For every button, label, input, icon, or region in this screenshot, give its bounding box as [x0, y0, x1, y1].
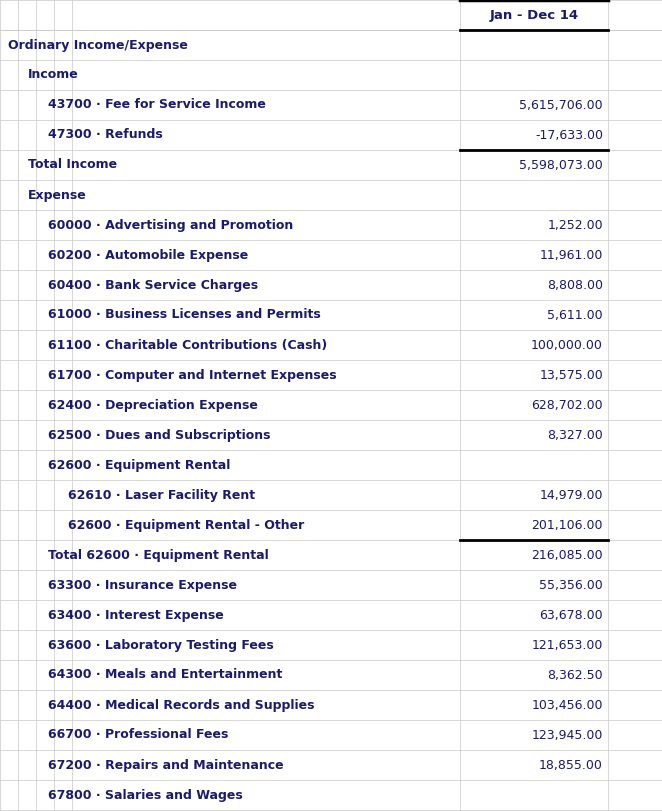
Text: Total Income: Total Income — [28, 158, 117, 171]
Text: 63600 · Laboratory Testing Fees: 63600 · Laboratory Testing Fees — [48, 638, 274, 651]
Text: 60200 · Automobile Expense: 60200 · Automobile Expense — [48, 248, 248, 261]
Text: Total 62600 · Equipment Rental: Total 62600 · Equipment Rental — [48, 548, 269, 561]
Text: Income: Income — [28, 68, 79, 81]
Text: 67200 · Repairs and Maintenance: 67200 · Repairs and Maintenance — [48, 758, 283, 771]
Text: 63400 · Interest Expense: 63400 · Interest Expense — [48, 608, 224, 621]
Text: 5,598,073.00: 5,598,073.00 — [519, 158, 603, 171]
Text: 121,653.00: 121,653.00 — [532, 638, 603, 651]
Text: Expense: Expense — [28, 188, 87, 201]
Text: 14,979.00: 14,979.00 — [540, 488, 603, 501]
Text: Jan - Dec 14: Jan - Dec 14 — [489, 8, 579, 22]
Text: 62610 · Laser Facility Rent: 62610 · Laser Facility Rent — [68, 488, 255, 501]
Text: 123,945.00: 123,945.00 — [532, 728, 603, 741]
Text: 47300 · Refunds: 47300 · Refunds — [48, 128, 163, 141]
Text: 8,327.00: 8,327.00 — [547, 428, 603, 441]
Text: 5,615,706.00: 5,615,706.00 — [520, 98, 603, 111]
Text: 100,000.00: 100,000.00 — [531, 338, 603, 351]
Text: 64300 · Meals and Entertainment: 64300 · Meals and Entertainment — [48, 668, 283, 681]
Text: 11,961.00: 11,961.00 — [540, 248, 603, 261]
Text: 64400 · Medical Records and Supplies: 64400 · Medical Records and Supplies — [48, 698, 314, 711]
Text: 61000 · Business Licenses and Permits: 61000 · Business Licenses and Permits — [48, 308, 321, 321]
Text: 60000 · Advertising and Promotion: 60000 · Advertising and Promotion — [48, 218, 293, 231]
Text: 62500 · Dues and Subscriptions: 62500 · Dues and Subscriptions — [48, 428, 271, 441]
Text: 67800 · Salaries and Wages: 67800 · Salaries and Wages — [48, 788, 243, 801]
Text: 628,702.00: 628,702.00 — [532, 398, 603, 411]
Text: 62400 · Depreciation Expense: 62400 · Depreciation Expense — [48, 398, 258, 411]
Text: 8,362.50: 8,362.50 — [547, 668, 603, 681]
Text: 62600 · Equipment Rental: 62600 · Equipment Rental — [48, 458, 230, 471]
Text: -17,633.00: -17,633.00 — [535, 128, 603, 141]
Text: 61700 · Computer and Internet Expenses: 61700 · Computer and Internet Expenses — [48, 368, 336, 381]
Text: 1,252.00: 1,252.00 — [547, 218, 603, 231]
Text: 13,575.00: 13,575.00 — [540, 368, 603, 381]
Text: 63300 · Insurance Expense: 63300 · Insurance Expense — [48, 578, 237, 591]
Text: 201,106.00: 201,106.00 — [532, 518, 603, 531]
Text: 18,855.00: 18,855.00 — [539, 758, 603, 771]
Text: 216,085.00: 216,085.00 — [532, 548, 603, 561]
Text: 60400 · Bank Service Charges: 60400 · Bank Service Charges — [48, 278, 258, 291]
Text: 63,678.00: 63,678.00 — [540, 608, 603, 621]
Text: 8,808.00: 8,808.00 — [547, 278, 603, 291]
Text: 43700 · Fee for Service Income: 43700 · Fee for Service Income — [48, 98, 266, 111]
Text: 62600 · Equipment Rental - Other: 62600 · Equipment Rental - Other — [68, 518, 305, 531]
Text: 55,356.00: 55,356.00 — [540, 578, 603, 591]
Text: Ordinary Income/Expense: Ordinary Income/Expense — [8, 38, 188, 52]
Text: 5,611.00: 5,611.00 — [547, 308, 603, 321]
Text: 66700 · Professional Fees: 66700 · Professional Fees — [48, 728, 228, 741]
Text: 61100 · Charitable Contributions (Cash): 61100 · Charitable Contributions (Cash) — [48, 338, 327, 351]
Text: 103,456.00: 103,456.00 — [532, 698, 603, 711]
